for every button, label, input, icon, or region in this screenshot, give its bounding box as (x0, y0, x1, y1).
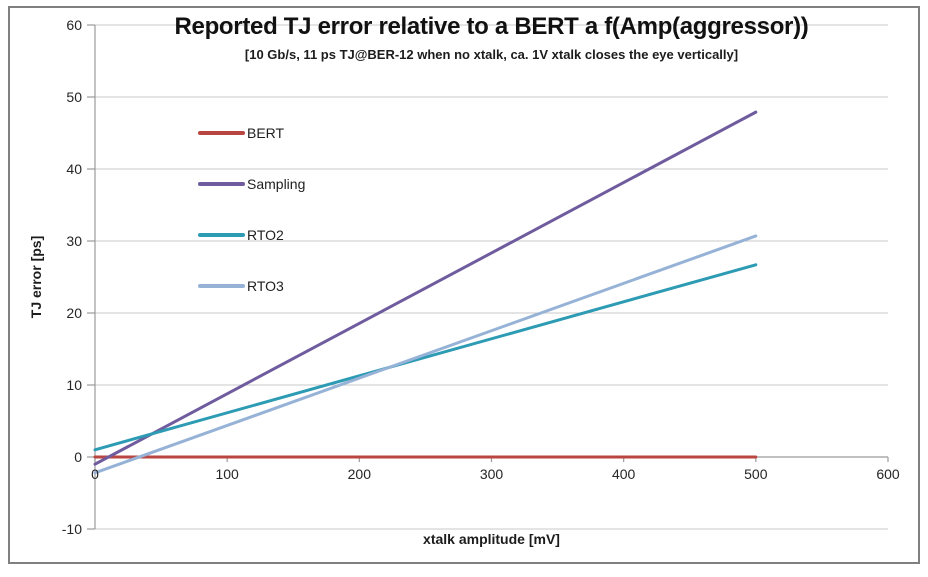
series-line-sampling (93, 110, 758, 466)
legend-item-label: Sampling (247, 176, 306, 192)
legend-item-rto3: RTO3 (198, 277, 305, 295)
x-tick-label-0: 0 (91, 466, 99, 482)
y-tick-label-60: 60 (66, 16, 82, 33)
legend: BERT Sampling RTO2 RTO3 (198, 124, 305, 295)
legend-color-swatch (198, 131, 245, 135)
x-tick-label-400: 400 (611, 466, 636, 482)
x-tick-label-100: 100 (215, 466, 239, 482)
x-tick-label-600: 600 (876, 466, 900, 482)
chart-border (8, 6, 920, 564)
legend-item-sampling: Sampling (198, 175, 305, 193)
y-tick-label-20: 20 (66, 304, 82, 321)
legend-item-label: RTO3 (247, 278, 284, 294)
legend-item-rto2: RTO2 (198, 226, 305, 244)
x-axis-title: xtalk amplitude [mV] (423, 531, 560, 547)
x-tick-label-500: 500 (744, 466, 768, 482)
legend-item-bert: BERT (198, 124, 305, 142)
y-tick-label-0: 0 (74, 448, 82, 465)
x-tick-label-200: 200 (347, 466, 371, 482)
y-tick-label-10: 10 (66, 376, 82, 393)
legend-color-swatch (198, 233, 245, 237)
legend-color-swatch (198, 182, 245, 186)
y-tick-label--10: -10 (61, 520, 82, 537)
legend-color-swatch (198, 284, 245, 288)
chart-subtitle: [10 Gb/s, 11 ps TJ@BER-12 when no xtalk,… (244, 47, 739, 62)
y-tick-label-50: 50 (66, 88, 82, 105)
y-tick-label-40: 40 (66, 160, 82, 177)
series-line-rto2 (93, 263, 758, 452)
chart-title: Reported TJ error relative to a BERT a f… (174, 13, 809, 40)
y-tick-label-30: 30 (66, 232, 82, 249)
series-line-rto3 (93, 234, 758, 475)
x-tick-label-300: 300 (479, 466, 504, 482)
legend-item-label: BERT (247, 125, 285, 141)
legend-item-label: RTO2 (247, 227, 284, 243)
